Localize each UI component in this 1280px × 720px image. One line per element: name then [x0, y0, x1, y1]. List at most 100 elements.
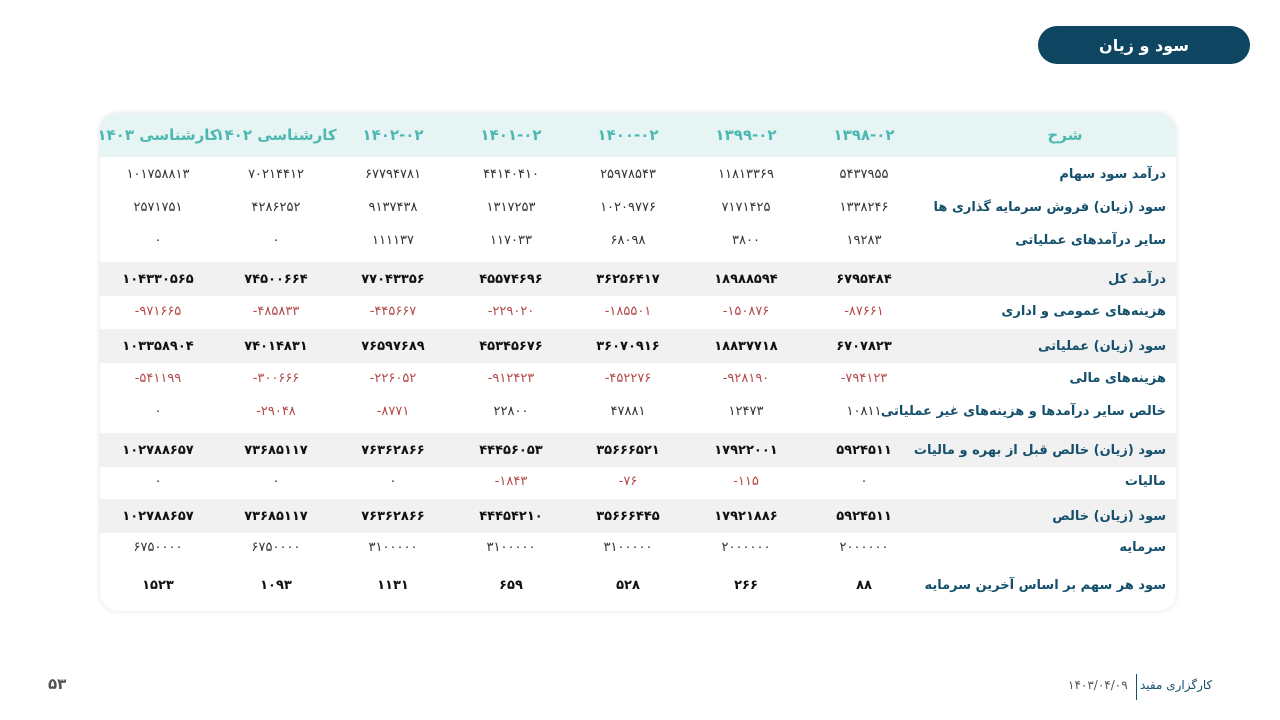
cell-col-6: -۳۰۰۶۶۶: [252, 371, 300, 386]
cell-col-4: ۴۴۴۵۴۲۱۰: [479, 508, 543, 524]
cell-col-3: ۴۷۸۸۱: [610, 404, 646, 419]
cell-col-2: ۳۸۰۰: [732, 233, 760, 248]
cell-col-2: -۹۲۸۱۹۰: [722, 371, 770, 386]
cell-col-2: ۱۲۴۷۳: [728, 404, 764, 419]
cell-col-3: ۲۵۹۷۸۵۴۳: [600, 167, 656, 182]
row-label: سود (زیان) خالص قبل از بهره و مالیات: [913, 442, 1166, 458]
cell-col-6: ۷۰۲۱۴۴۱۲: [248, 167, 304, 182]
cell-col-6: ۱۰۹۳: [260, 577, 292, 593]
cell-col-6: -۴۸۵۸۳۳: [252, 304, 300, 319]
cell-col-5: ۱۱۱۱۳۷: [372, 233, 414, 248]
cell-col-7: -۹۷۱۶۶۵: [134, 304, 182, 319]
header-col-5: ۱۴۰۲-۰۲: [362, 126, 424, 144]
cell-col-3: ۵۲۸: [616, 577, 640, 593]
cell-col-6: ۷۴۵۰۰۶۶۴: [244, 271, 308, 287]
cell-col-1: ۲۰۰۰۰۰۰: [839, 540, 889, 555]
cell-col-5: ۱۱۳۱: [377, 577, 409, 593]
cell-col-3: ۳۱۰۰۰۰۰: [603, 540, 653, 555]
table-row: خالص سایر درآمدها و هزینه‌های غیر عملیات…: [100, 395, 1176, 428]
row-label: سود (زیان) فروش سرمایه گذاری ها: [933, 200, 1166, 215]
cell-col-7: ۱۵۲۳: [142, 577, 174, 593]
cell-col-7: ۶۷۵۰۰۰۰: [133, 540, 183, 555]
cell-col-5: ۹۱۳۷۴۳۸: [368, 200, 418, 215]
header-col-7: کارشناسی ۱۴۰۳: [100, 126, 219, 144]
header-description: شرح: [1047, 126, 1083, 144]
cell-col-2: ۱۷۹۲۱۸۸۶: [714, 508, 778, 524]
page-title: سود و زیان: [1038, 26, 1250, 64]
cell-col-4: ۴۴۴۵۶۰۵۳: [479, 442, 543, 458]
cell-col-1: -۸۷۶۶۱: [844, 304, 884, 319]
cell-col-6: -۲۹۰۴۸: [256, 404, 296, 419]
cell-col-2: -۱۱۵: [733, 474, 759, 489]
table-row: سود (زیان) خالص ۵۹۲۴۵۱۱ ۱۷۹۲۱۸۸۶ ۳۵۶۶۶۴۴۵ ۴۴…: [100, 499, 1176, 533]
cell-col-5: -۴۴۵۶۶۷: [369, 304, 417, 319]
cell-col-3: ۶۸۰۹۸: [610, 233, 646, 248]
row-label: هزینه‌های عمومی و اداری: [1001, 304, 1166, 319]
row-label: سایر درآمدهای عملیاتی: [1015, 233, 1166, 248]
table-row: درآمد کل ۶۷۹۵۴۸۴ ۱۸۹۸۸۵۹۴ ۳۶۲۵۶۴۱۷ ۴۵۵۷۴۶۹۶ ۷…: [100, 262, 1176, 296]
table-row: هزینه‌های مالی -۷۹۴۱۲۳ -۹۲۸۱۹۰ -۴۵۲۲۷۶ -۹۱۲۴…: [100, 362, 1176, 395]
cell-col-3: ۳۶۰۷۰۹۱۶: [596, 338, 660, 354]
table-row: مالیات ۰ -۱۱۵ -۷۶ -۱۸۴۳ ۰ ۰ ۰: [100, 465, 1176, 498]
row-label: خالص سایر درآمدها و هزینه‌های غیر عملیات…: [880, 404, 1166, 419]
cell-col-2: ۲۰۰۰۰۰۰: [721, 540, 771, 555]
cell-col-5: ۶۷۷۹۴۷۸۱: [365, 167, 421, 182]
cell-col-7: ۱۰۱۷۵۸۸۱۳: [126, 167, 190, 182]
cell-col-1: ۱۰۸۱۱: [846, 404, 882, 419]
cell-col-4: ۲۲۸۰۰: [493, 404, 529, 419]
cell-col-1: ۵۹۲۴۵۱۱: [836, 508, 892, 524]
row-label: سود (زیان) خالص: [1052, 508, 1166, 524]
cell-col-6: ۰: [272, 233, 280, 248]
cell-col-1: ۱۹۲۸۳: [846, 233, 882, 248]
footer-brand: کارگزاری مفید: [1140, 678, 1213, 692]
row-label: درآمد کل: [1108, 271, 1166, 287]
row-label: سرمایه: [1119, 540, 1166, 555]
cell-col-2: ۱۸۹۸۸۵۹۴: [714, 271, 778, 287]
cell-col-5: -۸۷۷۱: [376, 404, 410, 419]
cell-col-7: ۲۵۷۱۷۵۱: [133, 200, 183, 215]
cell-col-1: ۸۸: [856, 577, 872, 593]
table-row: سود (زیان) خالص قبل از بهره و مالیات ۵۹۲۴…: [100, 433, 1176, 467]
row-label: سود هر سهم بر اساس آخرین سرمایه: [924, 577, 1166, 593]
cell-col-1: ۶۷۹۵۴۸۴: [836, 271, 892, 287]
cell-col-2: -۱۵۰۸۷۶: [722, 304, 770, 319]
header-col-3: ۱۴۰۰-۰۲: [597, 126, 659, 144]
cell-col-5: ۰: [389, 474, 397, 489]
cell-col-6: ۶۷۵۰۰۰۰: [251, 540, 301, 555]
cell-col-1: -۷۹۴۱۲۳: [840, 371, 888, 386]
cell-col-7: ۰: [154, 474, 162, 489]
header-col-2: ۱۳۹۹-۰۲: [715, 126, 777, 144]
row-label: هزینه‌های مالی: [1069, 371, 1166, 386]
cell-col-4: ۶۵۹: [499, 577, 523, 593]
page-number: ۵۳: [48, 675, 67, 693]
cell-col-7: ۱۰۳۳۵۸۹۰۴: [122, 338, 194, 354]
cell-col-5: ۳۱۰۰۰۰۰: [368, 540, 418, 555]
table-row: سرمایه ۲۰۰۰۰۰۰ ۲۰۰۰۰۰۰ ۳۱۰۰۰۰۰ ۳۱۰۰۰۰۰ ۳۱۰۰۰۰…: [100, 531, 1176, 564]
cell-col-4: ۴۵۳۴۵۶۷۶: [479, 338, 543, 354]
table-row: هزینه‌های عمومی و اداری -۸۷۶۶۱ -۱۵۰۸۷۶ -۱۸۵…: [100, 295, 1176, 328]
cell-col-1: ۵۹۲۴۵۱۱: [836, 442, 892, 458]
cell-col-7: ۱۰۴۳۳۰۵۶۵: [122, 271, 194, 287]
cell-col-3: -۴۵۲۲۷۶: [604, 371, 652, 386]
row-label: درآمد سود سهام: [1059, 167, 1166, 182]
cell-col-6: ۰: [272, 474, 280, 489]
cell-col-5: ۷۶۵۹۷۶۸۹: [361, 338, 425, 354]
cell-col-1: ۶۷۰۷۸۲۳: [836, 338, 892, 354]
cell-col-3: -۱۸۵۵۰۱: [604, 304, 652, 319]
table-row: درآمد سود سهام ۵۴۳۷۹۵۵ ۱۱۸۱۳۳۶۹ ۲۵۹۷۸۵۴۳ ۴۴۱…: [100, 158, 1176, 191]
profit-loss-table: شرح ۱۳۹۸-۰۲ ۱۳۹۹-۰۲ ۱۴۰۰-۰۲ ۱۴۰۱-۰۲ ۱۴۰۲-۰۲ کا…: [100, 113, 1176, 611]
cell-col-7: ۰: [154, 233, 162, 248]
row-label: مالیات: [1124, 474, 1166, 489]
table-row: سود (زیان) عملیاتی ۶۷۰۷۸۲۳ ۱۸۸۳۷۷۱۸ ۳۶۰۷۰۹۱…: [100, 329, 1176, 363]
cell-col-6: ۷۴۰۱۴۸۳۱: [244, 338, 308, 354]
cell-col-2: ۱۱۸۱۳۳۶۹: [718, 167, 774, 182]
cell-col-4: ۱۳۱۷۲۵۳: [486, 200, 536, 215]
cell-col-4: -۱۸۴۳: [494, 474, 528, 489]
cell-col-2: ۷۱۷۱۴۲۵: [721, 200, 771, 215]
table-row: سایر درآمدهای عملیاتی ۱۹۲۸۳ ۳۸۰۰ ۶۸۰۹۸ ۱۱۷۰۳…: [100, 224, 1176, 257]
cell-col-2: ۲۶۶: [734, 577, 758, 593]
header-col-6: کارشناسی ۱۴۰۲: [215, 126, 337, 144]
cell-col-2: ۱۸۸۳۷۷۱۸: [714, 338, 778, 354]
cell-col-5: ۷۶۳۶۲۸۶۶: [361, 442, 425, 458]
footer-date: ۱۴۰۳/۰۴/۰۹: [1068, 678, 1128, 692]
